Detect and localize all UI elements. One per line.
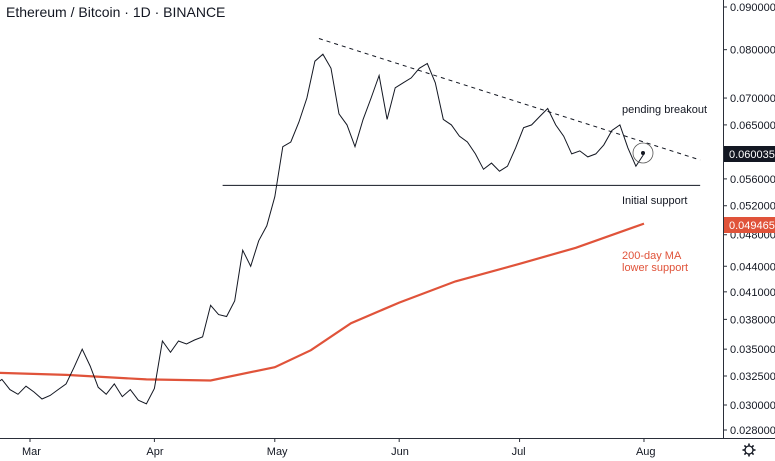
ma-label-line2: lower support (622, 262, 688, 274)
ma-price-value: 0.049465 (729, 220, 775, 232)
y-tick-label: 0.035000 (730, 344, 775, 356)
x-axis-ticks: Mar Apr May Jun Jul Aug (22, 438, 656, 458)
y-tick-label: 0.044000 (730, 261, 775, 273)
current-point-dot (641, 151, 645, 155)
y-tick-label: 0.052000 (730, 201, 775, 213)
pending-breakout-label: pending breakout (622, 104, 707, 116)
y-tick-label: 0.041000 (730, 287, 775, 299)
ma200-series-line (0, 222, 645, 382)
current-point-circle (632, 142, 654, 164)
x-tick-label: Aug (636, 446, 656, 458)
initial-support-label: Initial support (622, 195, 687, 207)
price-series-line (0, 53, 645, 405)
y-tick-label: 0.038000 (730, 314, 775, 326)
y-tick-label: 0.080000 (730, 45, 775, 57)
last-price-value: 0.060035 (729, 149, 775, 161)
x-tick-label: Mar (22, 446, 41, 458)
x-tick-label: Jul (512, 446, 526, 458)
y-tick-label: 0.032500 (730, 371, 775, 383)
y-tick-label: 0.090000 (730, 2, 775, 14)
y-tick-label: 0.065000 (730, 120, 775, 132)
y-tick-label: 0.070000 (730, 93, 775, 105)
last-price-badge (724, 146, 775, 162)
y-axis-ticks: 0.028000 0.030000 0.032500 0.035000 0.038000… (723, 2, 775, 437)
x-tick-label: Jun (391, 446, 409, 458)
y-tick-label: 0.030000 (730, 400, 775, 412)
ma-label-line1: 200-day MA (622, 250, 682, 262)
y-tick-label: 0.056000 (730, 174, 775, 186)
settings-gear-icon[interactable] (742, 443, 756, 457)
descending-trendline (318, 38, 701, 161)
y-tick-label: 0.028000 (730, 425, 775, 437)
ma-price-badge (724, 217, 775, 233)
x-tick-label: May (267, 446, 288, 458)
chart-title: Ethereum / Bitcoin · 1D · BINANCE (6, 4, 225, 20)
x-tick-label: Apr (146, 446, 163, 458)
